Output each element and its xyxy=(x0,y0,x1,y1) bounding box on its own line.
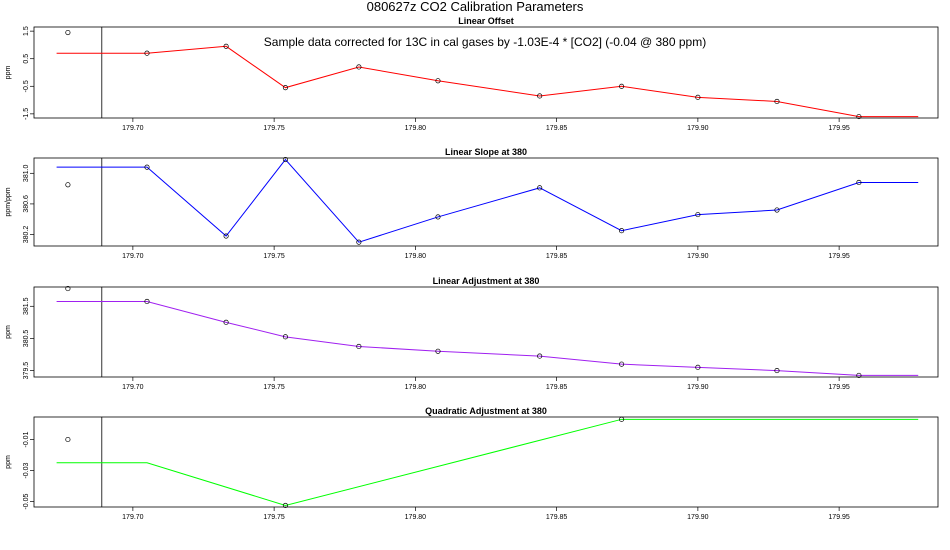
x-tick-label: 179.80 xyxy=(405,125,427,132)
data-point xyxy=(282,85,288,91)
outlier-point xyxy=(65,286,71,292)
data-point xyxy=(695,364,701,370)
x-tick-label: 179.80 xyxy=(405,514,427,521)
data-point xyxy=(223,233,229,239)
x-tick-label: 179.90 xyxy=(687,125,709,132)
data-point xyxy=(223,319,229,325)
series-line xyxy=(56,418,919,506)
data-point xyxy=(695,212,701,218)
figure-title: 080627z CO2 Calibration Parameters xyxy=(367,0,584,14)
data-point xyxy=(435,78,441,84)
plot-frame xyxy=(33,26,939,119)
x-tick-label: 179.85 xyxy=(546,253,568,260)
data-point xyxy=(282,334,288,340)
outlier-point xyxy=(65,436,71,443)
x-tick-label: 179.90 xyxy=(687,514,709,521)
data-point xyxy=(435,348,441,354)
data-point xyxy=(537,93,543,99)
y-tick-label: 381.5 xyxy=(23,297,30,315)
panel-2: Linear Slope at 380 179.70 179.75 179.80 179… xyxy=(5,147,939,260)
data-point xyxy=(774,98,780,105)
y-tick-label: -0.05 xyxy=(23,493,30,509)
panel-title: Linear Offset xyxy=(458,16,514,26)
data-point xyxy=(856,179,862,186)
x-tick-label: 179.75 xyxy=(263,253,285,260)
y-tick-label: -0.03 xyxy=(23,462,30,478)
data-point xyxy=(856,372,862,378)
panel-title: Quadratic Adjustment at 380 xyxy=(425,406,547,416)
data-point xyxy=(774,368,780,374)
data-point xyxy=(282,156,288,163)
data-point xyxy=(537,353,543,359)
x-tick-label: 179.95 xyxy=(828,253,850,260)
x-tick-label: 179.70 xyxy=(122,125,144,132)
x-tick-label: 179.85 xyxy=(546,384,568,391)
y-tick-label: -0.01 xyxy=(23,431,30,447)
data-point xyxy=(435,214,441,220)
x-tick-label: 179.95 xyxy=(828,125,850,132)
data-point xyxy=(537,185,543,191)
y-tick-label: 380.5 xyxy=(23,330,30,348)
x-tick-label: 179.70 xyxy=(122,514,144,521)
y-tick-label: 380.2 xyxy=(23,226,30,244)
y-axis-label: ppm/ppm xyxy=(5,187,12,216)
data-point xyxy=(619,83,625,89)
x-tick-label: 179.90 xyxy=(687,384,709,391)
x-tick-label: 179.95 xyxy=(828,514,850,521)
y-tick-label: -1.5 xyxy=(23,108,30,120)
y-tick-label: 380.6 xyxy=(23,195,30,213)
x-tick-label: 179.75 xyxy=(263,384,285,391)
data-point xyxy=(619,228,625,234)
series-line xyxy=(56,158,919,243)
x-tick-label: 179.85 xyxy=(546,125,568,132)
data-point xyxy=(356,64,362,70)
x-tick-label: 179.70 xyxy=(122,384,144,391)
panel-title: Linear Adjustment at 380 xyxy=(433,276,540,286)
x-tick-label: 179.80 xyxy=(405,253,427,260)
y-axis-label: ppm xyxy=(5,455,12,469)
data-point xyxy=(356,239,362,245)
y-tick-label: 1.5 xyxy=(23,26,30,36)
y-axis-label: ppm xyxy=(5,325,12,339)
y-axis-label: ppm xyxy=(5,66,12,80)
panel-title: Linear Slope at 380 xyxy=(445,147,527,157)
x-tick-label: 179.75 xyxy=(263,125,285,132)
y-tick-label: 0.5 xyxy=(23,54,30,64)
panel-4: Quadratic Adjustment at 380 179.70 179.75 1… xyxy=(5,406,939,521)
y-tick-label: 379.5 xyxy=(23,362,30,380)
outlier-point xyxy=(65,29,71,36)
panel-1: Linear Offset 179.70 179.75 179.80 179.85 179… xyxy=(5,16,939,132)
data-point xyxy=(619,416,625,422)
x-tick-label: 179.90 xyxy=(687,253,709,260)
data-point xyxy=(144,164,150,170)
y-tick-label: 381.0 xyxy=(23,164,30,182)
series-line xyxy=(56,45,919,118)
panel-3: Linear Adjustment at 380 179.70 179.75 179.… xyxy=(5,276,939,391)
series-line xyxy=(56,300,919,376)
data-point xyxy=(856,114,862,120)
data-point xyxy=(144,298,150,305)
x-tick-label: 179.70 xyxy=(122,253,144,260)
x-tick-label: 179.95 xyxy=(828,384,850,391)
data-point xyxy=(695,94,701,100)
data-point xyxy=(356,343,362,350)
data-point xyxy=(774,207,780,213)
correction-annotation: Sample data corrected for 13C in cal gas… xyxy=(264,35,706,49)
plot-frame xyxy=(33,416,939,508)
data-point xyxy=(144,50,150,56)
plot-frame xyxy=(33,157,939,247)
x-tick-label: 179.80 xyxy=(405,384,427,391)
data-point xyxy=(282,502,288,508)
y-tick-label: -0.5 xyxy=(23,80,30,92)
x-tick-label: 179.75 xyxy=(263,514,285,521)
outlier-point xyxy=(65,182,71,188)
plot-frame xyxy=(33,286,939,378)
data-point xyxy=(619,361,625,367)
x-tick-label: 179.85 xyxy=(546,514,568,521)
data-point xyxy=(223,43,229,49)
